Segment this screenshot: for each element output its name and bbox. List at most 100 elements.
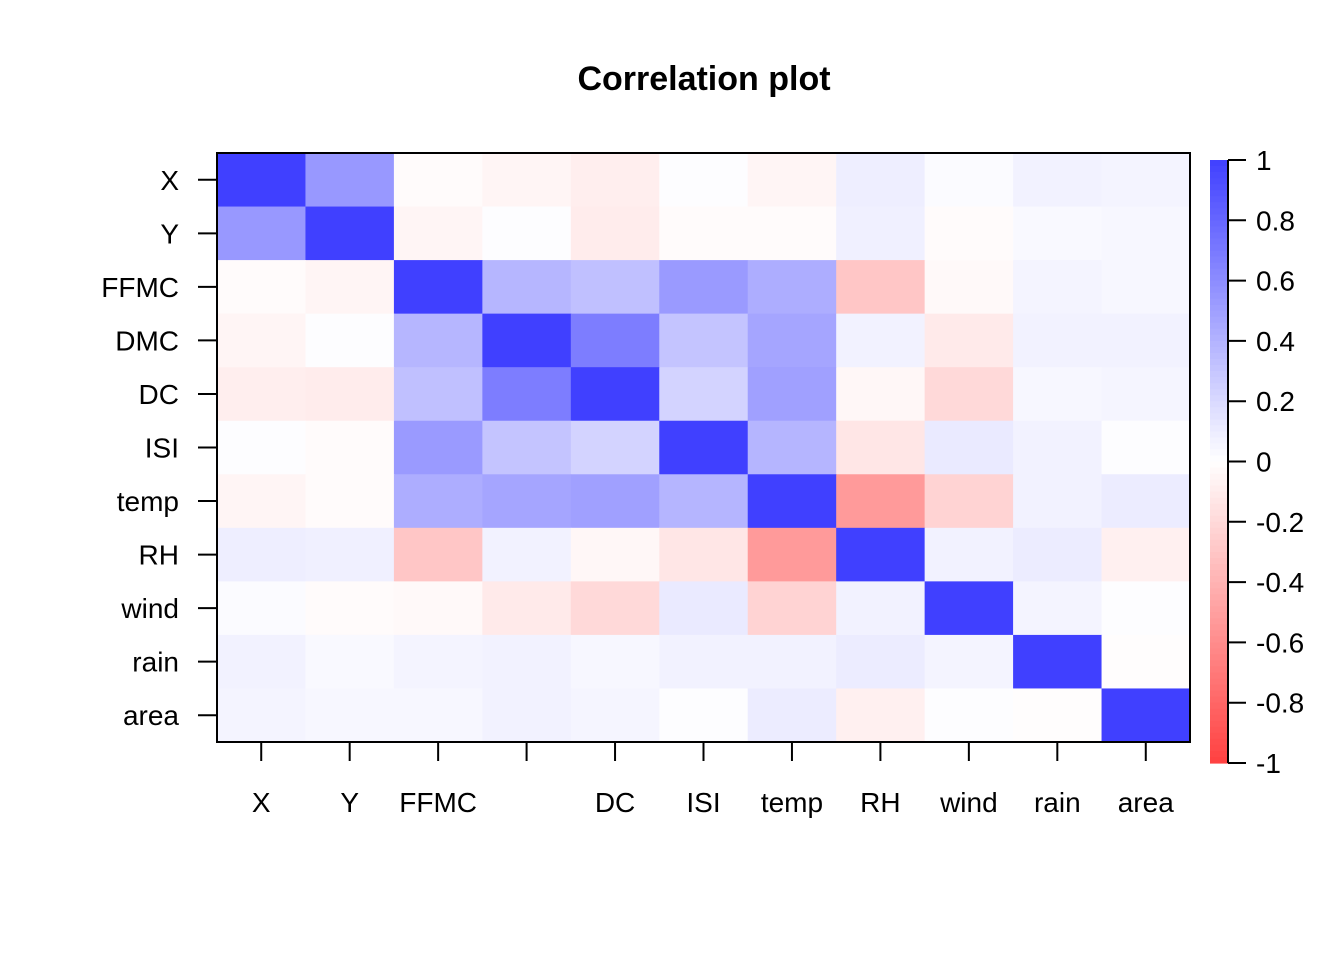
colorbar-segment [1210,564,1228,571]
colorbar-segment [1210,419,1228,426]
colorbar-tick-label: -0.8 [1256,688,1304,719]
heatmap-cell-area-FFMC [393,688,483,743]
heatmap-cell-ISI-DC [570,420,660,475]
heatmap-cell-area-DMC [482,688,572,743]
colorbar-segment [1210,576,1228,583]
colorbar-segment [1210,274,1228,282]
y-tick-label: FFMC [101,272,179,303]
colorbar-segment [1210,738,1228,746]
colorbar-tick-label: 0.4 [1256,326,1295,357]
colorbar-segment [1210,582,1228,589]
heatmap-cell-DMC-X [217,313,307,368]
heatmap-cell-wind-temp [747,581,837,636]
heatmap-cell-wind-X [217,581,307,636]
color-legend: 1 0.8 0.6 0.4 0.2 0 -0.2 -0.4 -0.6 -0.8 -1 [1210,145,1304,779]
heatmap-cell-rain-ISI [659,634,749,690]
heatmap-cell-RH-wind [924,527,1014,582]
heatmap-cell-temp-rain [1013,474,1103,529]
heatmap-cell-FFMC-DMC [482,260,572,315]
heatmap-cell-DMC-DMC [482,313,572,368]
heatmap-cell-rain-temp [747,634,837,690]
heatmap-cell-Y-area [1101,206,1191,261]
heatmap-cell-RH-RH [836,527,926,582]
colorbar-segment [1210,714,1228,722]
heatmap-cell-DC-RH [836,367,926,422]
colorbar-segment [1210,696,1228,704]
heatmap-cell-X-Y [305,153,395,208]
colorbar-segment [1210,196,1228,203]
chart-title: Correlation plot [577,60,830,98]
heatmap-cell-FFMC-DC [570,260,660,315]
colorbar-segment [1210,606,1228,613]
heatmap-cell-DMC-RH [836,313,926,368]
colorbar-segment [1210,256,1228,264]
colorbar-segment [1210,521,1228,529]
colorbar-tick-label: 1 [1256,145,1272,176]
colorbar-segment [1210,618,1228,625]
colorbar-segment [1210,178,1228,185]
colorbar-segment [1210,202,1228,209]
colorbar-segment [1210,666,1228,674]
heatmap-cell-Y-DC [570,206,660,261]
y-tick-label: area [123,700,179,731]
x-tick-label: temp [761,787,823,818]
colorbar-segment [1210,461,1228,469]
heatmap-cell-RH-X [217,527,307,582]
y-tick-label: RH [139,540,179,571]
colorbar-segment [1210,407,1228,414]
heatmap-cell-temp-DC [570,474,660,529]
heatmap-cell-DMC-DC [570,313,660,368]
colorbar-segment [1210,660,1228,668]
heatmap-cell-X-DC [570,153,660,208]
heatmap-cell-RH-temp [747,527,837,582]
heatmap-cell-DC-area [1101,367,1191,422]
heatmap-cell-RH-rain [1013,527,1103,582]
heatmap-cell-RH-ISI [659,527,749,582]
x-tick-label: wind [939,787,998,818]
heatmap-cell-wind-RH [836,581,926,636]
heatmap-cell-X-wind [924,153,1014,208]
heatmap-cell-Y-rain [1013,206,1103,261]
heatmap-cell-X-X [217,153,307,208]
heatmap-cell-wind-area [1101,581,1191,636]
heatmap-cell-RH-area [1101,527,1191,582]
colorbar-segment [1210,654,1228,662]
heatmap-cell-area-ISI [659,688,749,743]
colorbar-segment [1210,702,1228,710]
colorbar-segment [1210,612,1228,619]
heatmap-cell-wind-rain [1013,581,1103,636]
colorbar-segment [1210,449,1228,457]
heatmap-cell-area-temp [747,688,837,743]
colorbar-segment [1210,262,1228,270]
heatmap-cell-Y-RH [836,206,926,261]
colorbar-segment [1210,473,1228,481]
heatmap-cell-ISI-X [217,420,307,475]
colorbar-tick-label: 0 [1256,447,1272,478]
colorbar-segment [1210,744,1228,752]
colorbar-segment [1210,678,1228,686]
x-tick-label: Y [340,787,359,818]
heatmap-cell-temp-temp [747,474,837,529]
colorbar-segment [1210,588,1228,595]
colorbar-segment [1210,190,1228,197]
heatmap-cell-rain-FFMC [393,634,483,690]
heatmap-cell-Y-Y [305,206,395,261]
heatmap-cell-FFMC-area [1101,260,1191,315]
colorbar-tick-label: -0.4 [1256,567,1304,598]
colorbar-segment [1210,214,1228,221]
y-tick-label: wind [120,593,179,624]
heatmap-cell-RH-FFMC [393,527,483,582]
heatmap-cell-Y-DMC [482,206,572,261]
heatmap-cell-wind-Y [305,581,395,636]
y-tick-label: rain [132,647,179,678]
colorbar-segment [1210,334,1228,342]
heatmap-cell-X-area [1101,153,1191,208]
y-tick-label: DC [139,379,179,410]
colorbar-segment [1210,600,1228,607]
colorbar-segment [1210,485,1228,493]
colorbar-segment [1210,437,1228,445]
x-axis: X Y FFMC DC ISI temp RH wind rain area [252,742,1174,818]
heatmap-cell-DMC-rain [1013,313,1103,368]
heatmap-cell-X-ISI [659,153,749,208]
